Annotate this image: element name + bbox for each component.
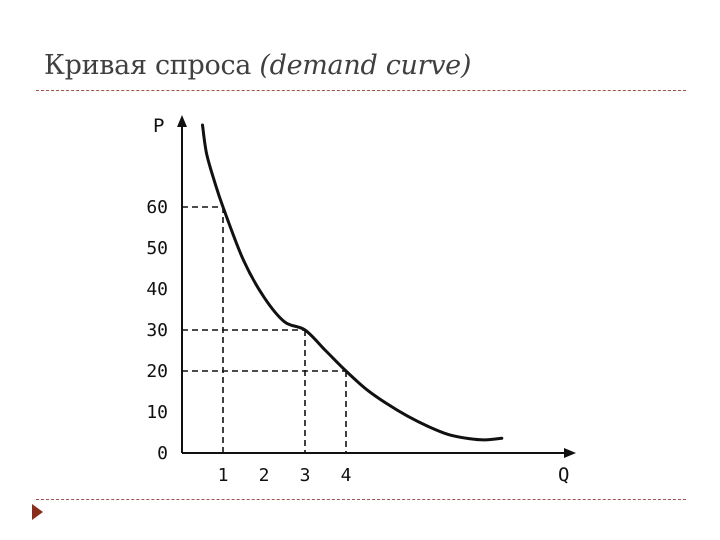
x-axis-label: Q — [558, 464, 569, 486]
y-tick-label: 60 — [146, 197, 168, 218]
y-tick-label: 50 — [146, 238, 168, 259]
y-tick-label: 40 — [146, 279, 168, 300]
x-axis-arrow-icon — [564, 448, 576, 458]
y-tick-label: 20 — [146, 361, 168, 382]
y-axis-label: P — [153, 115, 164, 137]
y-tick-label: 0 — [157, 443, 168, 464]
x-tick-label: 4 — [341, 465, 352, 486]
title-main: Кривая спроса — [44, 50, 260, 81]
demand-curve-line — [201, 123, 504, 442]
x-tick-label: 2 — [259, 465, 270, 486]
title-divider — [36, 90, 686, 91]
x-tick-label: 3 — [300, 465, 311, 486]
footer-divider — [36, 499, 686, 500]
y-axis-arrow-icon — [177, 115, 187, 127]
x-tick-label: 1 — [218, 465, 229, 486]
y-tick-label: 30 — [146, 320, 168, 341]
bullet-arrow-icon — [32, 504, 43, 520]
slide-title: Кривая спроса (demand curve) — [44, 50, 471, 81]
y-tick-label: 10 — [146, 402, 168, 423]
title-emphasis: (demand curve) — [259, 50, 472, 81]
